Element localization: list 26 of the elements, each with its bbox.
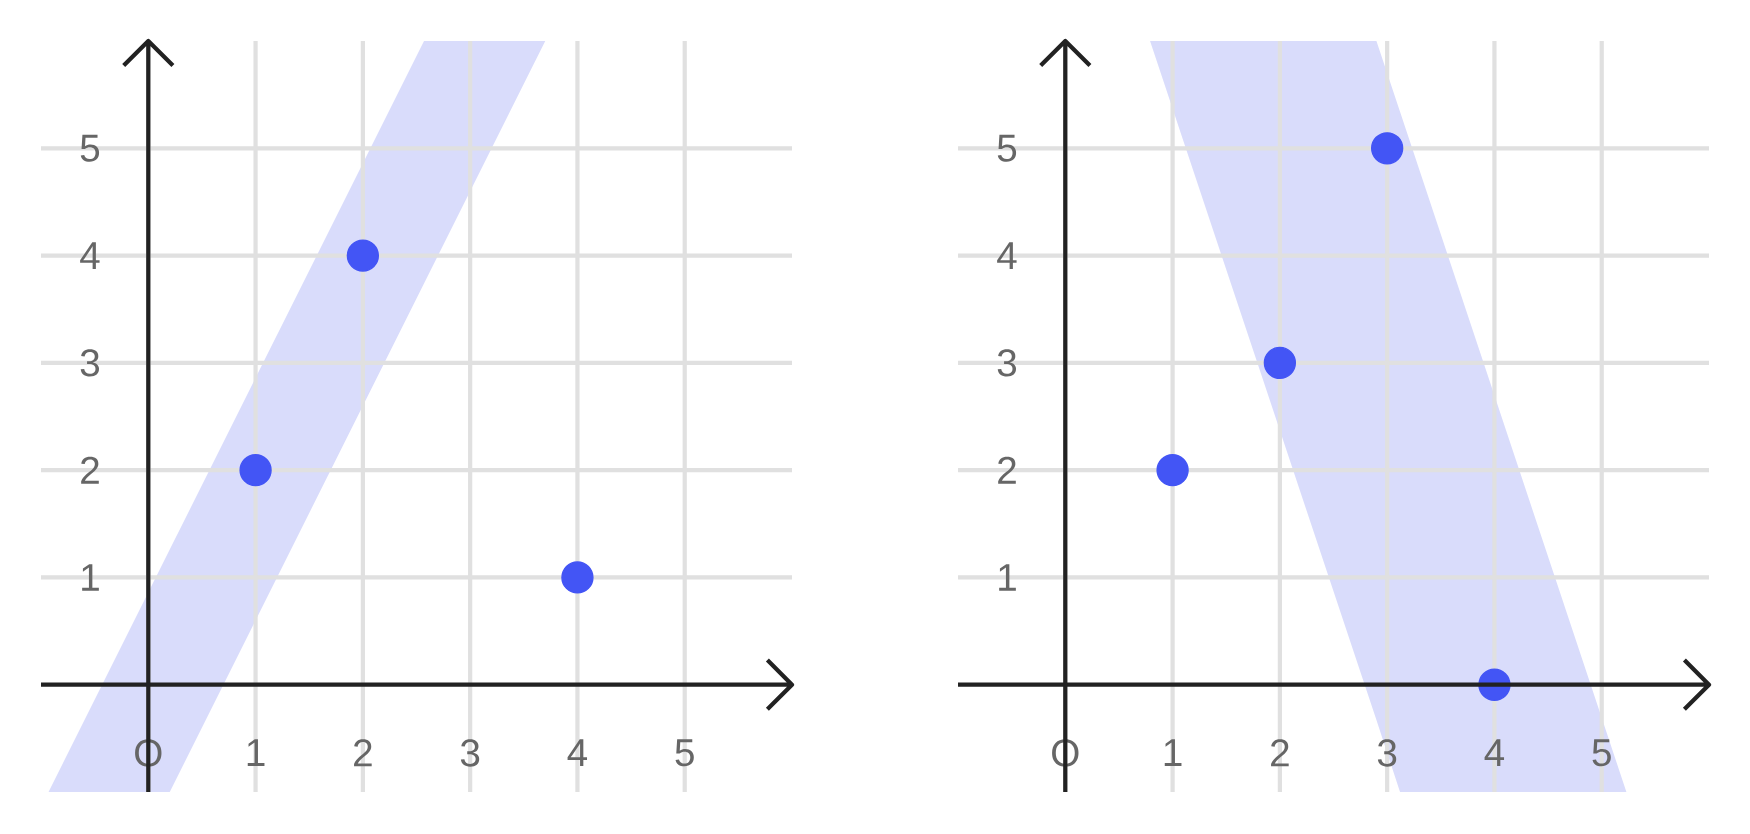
y-tick-label: 4: [997, 242, 1017, 269]
point: [239, 453, 272, 487]
x-tick-label: 3: [1377, 739, 1397, 767]
point: [346, 239, 380, 272]
point: [561, 561, 594, 594]
y-tick-label: 3: [80, 349, 100, 377]
y-tick-label: 5: [80, 134, 100, 162]
x-tick-label: 1: [1164, 739, 1182, 766]
y-tick-label: 2: [81, 456, 99, 484]
y-tick-label: 1: [82, 564, 99, 591]
y-tick-label: 2: [998, 456, 1016, 484]
x-tick-label: 5: [675, 739, 694, 767]
x-tick-label: 5: [1592, 739, 1611, 767]
y-tick-label: 5: [997, 134, 1017, 162]
x-tick-label: 1: [247, 739, 265, 766]
point: [1263, 346, 1297, 380]
y-tick-label: 3: [997, 349, 1017, 377]
x-tick-label: 4: [1484, 739, 1505, 766]
x-tick-label: 4: [567, 739, 588, 766]
x-tick-label: 3: [460, 739, 480, 767]
point: [1156, 453, 1189, 487]
y-tick-label: 1: [999, 564, 1016, 591]
y-tick-label: 4: [80, 242, 100, 269]
x-tick-label: 2: [1271, 739, 1289, 767]
x-tick-label: 2: [354, 739, 372, 767]
point: [1370, 132, 1404, 165]
